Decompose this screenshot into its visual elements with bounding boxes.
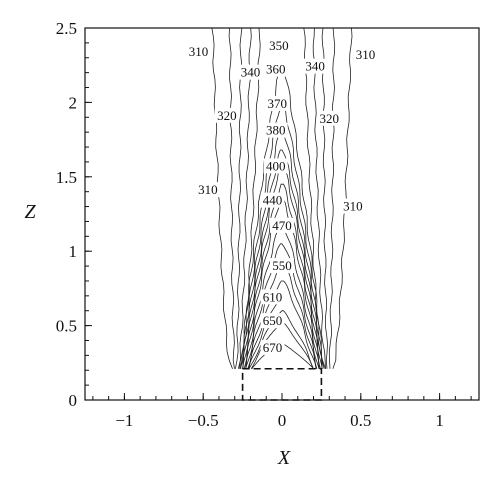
contour-label: 670 bbox=[263, 340, 283, 355]
contour-label: 320 bbox=[217, 108, 237, 123]
y-axis-label: Z bbox=[24, 201, 36, 223]
x-tick-label: −0.5 bbox=[188, 411, 219, 430]
x-tick-label: −1 bbox=[115, 411, 133, 430]
contour-label: 370 bbox=[268, 96, 288, 111]
contour-label-bg bbox=[266, 37, 291, 53]
contour-line-610 bbox=[248, 297, 281, 369]
x-axis-ticks: −1 −0.5 0 0.5 1 bbox=[92, 393, 472, 430]
contour-label: 310 bbox=[198, 182, 218, 197]
contour-label-bg bbox=[270, 258, 294, 274]
y-tick-label: 2.5 bbox=[56, 19, 77, 38]
contour-label-bg bbox=[303, 58, 328, 74]
contour-label: 340 bbox=[241, 65, 261, 80]
contour-label: 650 bbox=[263, 313, 283, 328]
contour-line-320 bbox=[228, 27, 336, 369]
contour-label: 470 bbox=[272, 218, 292, 233]
contour-label: 310 bbox=[343, 199, 363, 214]
contour-label-bg bbox=[340, 198, 365, 214]
contour-line-580 bbox=[248, 280, 317, 369]
contour-label-bg bbox=[238, 64, 263, 80]
contour-label-bg bbox=[263, 122, 288, 138]
contour-label-bg bbox=[214, 107, 239, 123]
contour-label-bg bbox=[263, 61, 288, 77]
y-tick-label: 1 bbox=[69, 242, 78, 261]
contour-label: 340 bbox=[305, 59, 325, 74]
contour-line-420 bbox=[243, 183, 320, 369]
contour-label-bg bbox=[195, 182, 220, 198]
contour-label-bg bbox=[260, 313, 285, 329]
contour-label: 360 bbox=[266, 62, 286, 77]
x-tick-label: 0.5 bbox=[350, 411, 371, 430]
contour-label: 550 bbox=[272, 258, 292, 273]
contour-label-bg bbox=[270, 217, 294, 233]
contour-label: 380 bbox=[266, 123, 286, 138]
contour-label-bg bbox=[263, 158, 288, 174]
contour-label: 400 bbox=[266, 158, 286, 173]
contour-line-500 bbox=[245, 243, 318, 369]
y-axis-ticks: 0 0.5 1 1.5 2 2.5 bbox=[56, 19, 92, 410]
contour-labels: 310 310 310 310 320 320 340 340 350 360 370 380 400 4… bbox=[186, 37, 378, 355]
contour-line-330 bbox=[235, 27, 328, 369]
x-tick-label: 0 bbox=[278, 411, 287, 430]
contour-label: 610 bbox=[263, 289, 283, 304]
contour-line-390 bbox=[242, 149, 323, 369]
contour-label-bg bbox=[260, 289, 285, 305]
y-tick-label: 0 bbox=[69, 391, 78, 410]
contour-label-bg bbox=[265, 95, 290, 111]
x-axis-label: X bbox=[277, 447, 291, 469]
contour-label: 310 bbox=[189, 44, 209, 59]
contour-label-bg bbox=[186, 43, 211, 59]
contour-label: 320 bbox=[320, 111, 340, 126]
contour-label-bg bbox=[260, 192, 285, 208]
y-tick-label: 2 bbox=[69, 93, 78, 112]
contour-line-340 bbox=[237, 27, 326, 369]
contour-label: 440 bbox=[263, 193, 283, 208]
contour-label-bg bbox=[317, 110, 342, 126]
contour-label: 350 bbox=[269, 38, 289, 53]
y-tick-label: 1.5 bbox=[56, 168, 77, 187]
contour-label-bg bbox=[260, 339, 285, 355]
contour-label: 310 bbox=[356, 47, 376, 62]
contour-line-310 bbox=[211, 27, 353, 369]
x-tick-label: 1 bbox=[435, 411, 444, 430]
y-tick-label: 0.5 bbox=[56, 317, 77, 336]
contour-line-630 bbox=[248, 310, 314, 369]
contour-label-bg bbox=[353, 46, 378, 62]
